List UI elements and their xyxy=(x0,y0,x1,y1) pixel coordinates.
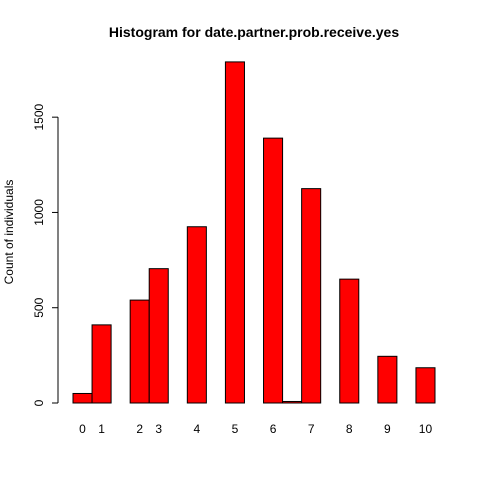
histogram-bar xyxy=(148,268,169,404)
y-axis: 0 500 1000 1500 xyxy=(32,103,59,406)
x-tick-label: 5 xyxy=(232,422,239,436)
x-tick-label: 2 xyxy=(136,422,143,436)
x-tick-label: 1 xyxy=(98,422,105,436)
x-tick-label: 4 xyxy=(193,422,200,436)
y-tick-label: 1500 xyxy=(32,103,46,130)
histogram-bar xyxy=(339,278,360,404)
histogram-bar xyxy=(263,137,284,404)
histogram-bar xyxy=(186,226,207,404)
histogram-bar xyxy=(72,392,93,404)
x-tick-label: 0 xyxy=(79,422,86,436)
x-tick-label: 6 xyxy=(270,422,277,436)
histogram-bar xyxy=(129,299,150,404)
y-axis-label: Count of individuals xyxy=(2,180,16,285)
x-axis-ticks: 0 1 2 3 4 5 6 7 8 9 10 xyxy=(79,422,432,436)
histogram-bar xyxy=(282,400,303,404)
y-tick-label: 1000 xyxy=(32,199,46,226)
histogram-bar xyxy=(377,355,398,404)
histogram-bar xyxy=(415,367,436,404)
y-tick-label: 500 xyxy=(32,297,46,317)
histogram-bar xyxy=(224,61,245,404)
histogram-bar xyxy=(91,324,112,404)
y-tick-label: 0 xyxy=(32,399,46,406)
chart-title: Histogram for date.partner.prob.receive.… xyxy=(109,24,399,40)
bars xyxy=(72,61,436,404)
x-tick-label: 8 xyxy=(346,422,353,436)
x-tick-label: 10 xyxy=(419,422,433,436)
x-tick-label: 7 xyxy=(308,422,315,436)
x-tick-label: 9 xyxy=(384,422,391,436)
histogram-bar xyxy=(301,188,322,404)
x-tick-label: 3 xyxy=(155,422,162,436)
